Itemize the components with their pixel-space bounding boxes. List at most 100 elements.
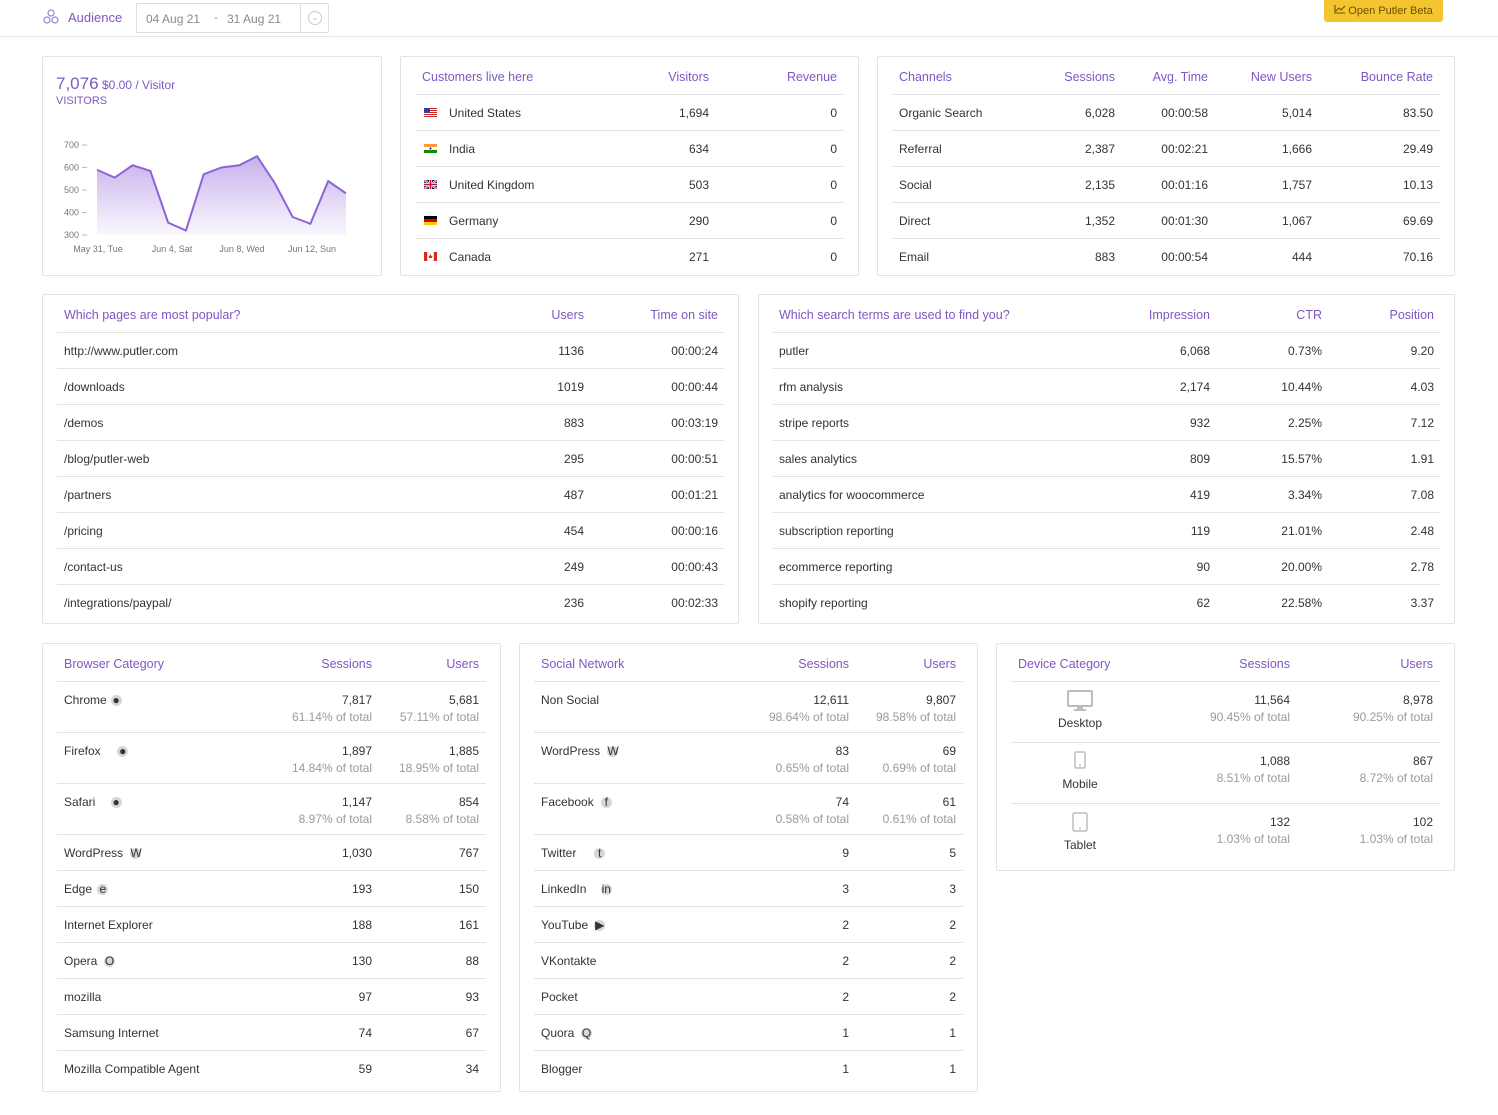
date-dropdown-button[interactable]: ⌄ <box>300 4 329 32</box>
country-row[interactable]: United Kingdom 503 0 <box>415 167 844 203</box>
social-row[interactable]: Quora Q 1 1 <box>534 1015 963 1051</box>
search-ctr: 2.25% <box>1287 416 1322 430</box>
country-row[interactable]: Canada 271 0 <box>415 239 844 275</box>
social-network-card: Social Network Sessions Users Non Social 12,… <box>519 643 978 1092</box>
page-row[interactable]: http://www.putler.com 1136 00:00:24 <box>57 333 724 369</box>
channel-row[interactable]: Referral 2,387 00:02:21 1,666 29.49 <box>892 131 1440 167</box>
country-row[interactable]: India 634 0 <box>415 131 844 167</box>
channel-bounce-rate: 29.49 <box>1402 142 1433 156</box>
search-term-row[interactable]: sales analytics 809 15.57% 1.91 <box>773 441 1440 477</box>
device-row[interactable]: Tablet 132 102 1.03% of total 1.03% of total <box>1011 804 1440 865</box>
channel-avg-time: 00:02:21 <box>1161 142 1208 156</box>
date-from[interactable]: 04 Aug 21 <box>146 12 201 26</box>
search-impression: 2,174 <box>1179 380 1210 394</box>
social-row[interactable]: WordPress W 83 69 0.65% of total 0.69% of tot… <box>534 733 963 784</box>
social-row[interactable]: Twitter t 9 5 <box>534 835 963 871</box>
browser-row[interactable]: Edge e 193 150 <box>57 871 486 907</box>
device-row[interactable]: Desktop 11,564 8,978 90.45% of total 90.25% … <box>1011 682 1440 743</box>
search-term-row[interactable]: ecommerce reporting 90 20.00% 2.78 <box>773 549 1440 585</box>
channel-row[interactable]: Email 883 00:00:54 444 70.16 <box>892 239 1440 275</box>
date-to[interactable]: 31 Aug 21 <box>227 12 282 26</box>
sessions-value: 3 <box>842 882 849 896</box>
browser-row-label: Samsung Internet <box>64 1026 159 1040</box>
social-row[interactable]: LinkedIn in 3 3 <box>534 871 963 907</box>
browser-category-card: Browser Category Sessions Users Chrome ● 7,81… <box>42 643 501 1092</box>
users-value: 61 <box>942 795 956 809</box>
channel-row[interactable]: Direct 1,352 00:01:30 1,067 69.69 <box>892 203 1440 239</box>
browser-row[interactable]: Internet Explorer 188 161 <box>57 907 486 943</box>
search-ctr: 0.73% <box>1287 344 1322 358</box>
date-separator: - <box>214 10 218 24</box>
browser-row[interactable]: Samsung Internet 74 67 <box>57 1015 486 1051</box>
table-header: Channels Sessions Avg. Time New Users Bounce… <box>892 57 1440 95</box>
twitter-icon: t <box>594 847 606 859</box>
page-row[interactable]: /demos 883 00:03:19 <box>57 405 724 441</box>
page-row[interactable]: /contact-us 249 00:00:43 <box>57 549 724 585</box>
page-path: /downloads <box>64 380 125 394</box>
countries-card: Customers live here Visitors Revenue United… <box>400 56 859 276</box>
search-term-row[interactable]: shopify reporting 62 22.58% 3.37 <box>773 585 1440 621</box>
sessions-value: 132 <box>1269 815 1290 829</box>
social-row[interactable]: Non Social 12,611 9,807 98.64% of total 98.5… <box>534 682 963 733</box>
social-row-label: YouTube <box>541 918 589 932</box>
date-range-picker[interactable]: 04 Aug 21 - 31 Aug 21 ⌄ <box>136 3 329 33</box>
browser-row-label: mozilla <box>64 990 102 1004</box>
browser-row-label: Mozilla Compatible Agent <box>64 1062 200 1076</box>
column-header: Users <box>923 657 956 671</box>
y-tick-label: 400 <box>64 208 79 218</box>
search-terms-card: Which search terms are used to find you?… <box>758 294 1455 624</box>
search-term-row[interactable]: putler 6,068 0.73% 9.20 <box>773 333 1440 369</box>
channel-row[interactable]: Social 2,135 00:01:16 1,757 10.13 <box>892 167 1440 203</box>
search-term-row[interactable]: rfm analysis 2,174 10.44% 4.03 <box>773 369 1440 405</box>
column-header: Users <box>551 308 584 322</box>
search-position: 7.12 <box>1410 416 1434 430</box>
users-percent: 8.58% of total <box>405 812 479 826</box>
country-row[interactable]: Germany 290 0 <box>415 203 844 239</box>
page-path: /pricing <box>64 524 103 538</box>
users-percent: 0.61% of total <box>882 812 956 826</box>
country-name: India <box>449 142 476 156</box>
column-header: Position <box>1389 308 1434 322</box>
page-row[interactable]: /partners 487 00:01:21 <box>57 477 724 513</box>
de-flag-icon <box>424 214 437 225</box>
users-value: 8,978 <box>1402 693 1433 707</box>
gb-flag-icon <box>423 178 438 190</box>
page-row[interactable]: /pricing 454 00:00:16 <box>57 513 724 549</box>
column-header: Device Category <box>1018 657 1111 671</box>
channel-new-users: 5,014 <box>1281 106 1312 120</box>
browser-row[interactable]: Firefox ● 1,897 1,885 14.84% of total 18.95% … <box>57 733 486 784</box>
page-row[interactable]: /blog/putler-web 295 00:00:51 <box>57 441 724 477</box>
search-term-row[interactable]: stripe reports 932 2.25% 7.12 <box>773 405 1440 441</box>
social-row[interactable]: YouTube ▶ 2 2 <box>534 907 963 943</box>
search-position: 2.78 <box>1410 560 1434 574</box>
wordpress-icon: W <box>607 744 619 758</box>
channel-avg-time: 00:00:54 <box>1161 250 1208 264</box>
browser-row[interactable]: Safari ● 1,147 854 8.97% of total 8.58% of to… <box>57 784 486 835</box>
browser-row[interactable]: Chrome ● 7,817 5,681 61.14% of total 57.11% o… <box>57 682 486 733</box>
channel-sessions: 2,135 <box>1084 178 1115 192</box>
page-row[interactable]: /downloads 1019 00:00:44 <box>57 369 724 405</box>
social-row[interactable]: Facebook f 74 61 0.58% of total 0.61% of tota… <box>534 784 963 835</box>
country-name: United Kingdom <box>449 178 535 192</box>
browser-row[interactable]: WordPress W 1,030 767 <box>57 835 486 871</box>
page-path: /contact-us <box>64 560 123 574</box>
x-tick-label: Jun 8, Wed <box>219 244 264 254</box>
column-header: Sessions <box>798 657 849 671</box>
social-row[interactable]: Pocket 2 2 <box>534 979 963 1015</box>
open-beta-button[interactable]: Open Putler Beta <box>1324 0 1443 22</box>
channel-sessions: 6,028 <box>1084 106 1115 120</box>
country-name: United States <box>449 106 522 120</box>
page-row[interactable]: /integrations/paypal/236 00:02:33 <box>57 585 724 621</box>
search-term-row[interactable]: analytics for woocommerce 419 3.34% 7.08 <box>773 477 1440 513</box>
search-impression: 932 <box>1189 416 1210 430</box>
social-row[interactable]: Blogger 1 1 <box>534 1051 963 1091</box>
page-users: 1136 <box>558 344 584 358</box>
browser-row[interactable]: Opera O 130 88 <box>57 943 486 979</box>
browser-row[interactable]: mozilla 97 93 <box>57 979 486 1015</box>
browser-row[interactable]: Mozilla Compatible Agent 59 34 <box>57 1051 486 1091</box>
search-term-row[interactable]: subscription reporting 119 21.01% 2.48 <box>773 513 1440 549</box>
country-row[interactable]: United States 1,694 0 <box>415 95 844 131</box>
channel-row[interactable]: Organic Search 6,028 00:00:58 5,014 83.50 <box>892 95 1440 131</box>
social-row[interactable]: VKontakte 2 2 <box>534 943 963 979</box>
device-row[interactable]: Mobile 1,088 867 8.51% of total 8.72% of tot… <box>1011 743 1440 804</box>
